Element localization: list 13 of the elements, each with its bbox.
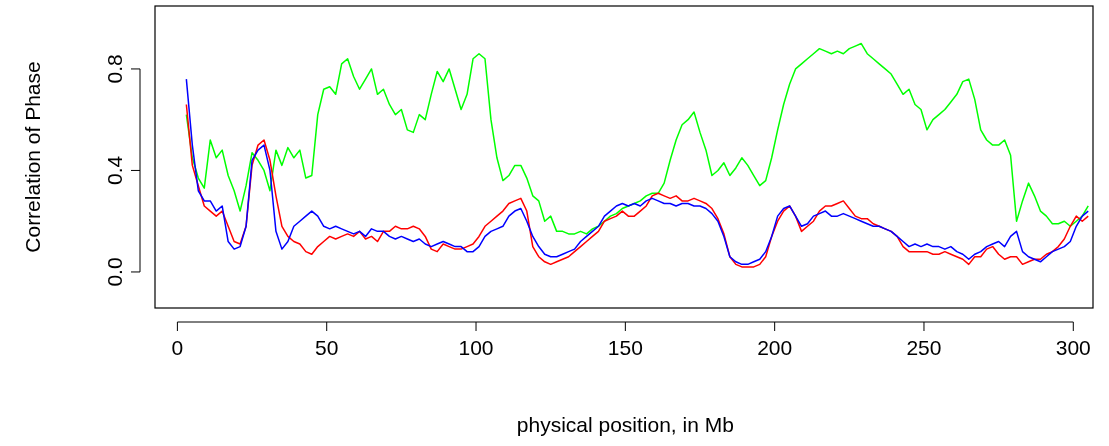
x-tick-label: 300: [1055, 336, 1091, 359]
x-axis-title: physical position, in Mb: [516, 413, 734, 436]
y-tick-label: 0.4: [103, 155, 126, 186]
x-tick-label: 50: [315, 336, 339, 359]
x-tick-label: 250: [906, 336, 942, 359]
x-tick-label: 200: [757, 336, 793, 359]
line-series: [185, 42, 1089, 235]
x-tick-label: 150: [607, 336, 643, 359]
y-tick-label: 0.8: [103, 54, 126, 84]
y-axis-title: Correlation of Phase: [21, 61, 44, 253]
y-tick-label: 0.0: [103, 257, 126, 287]
x-tick-label: 100: [458, 336, 494, 359]
x-tick-label: 0: [171, 336, 184, 359]
